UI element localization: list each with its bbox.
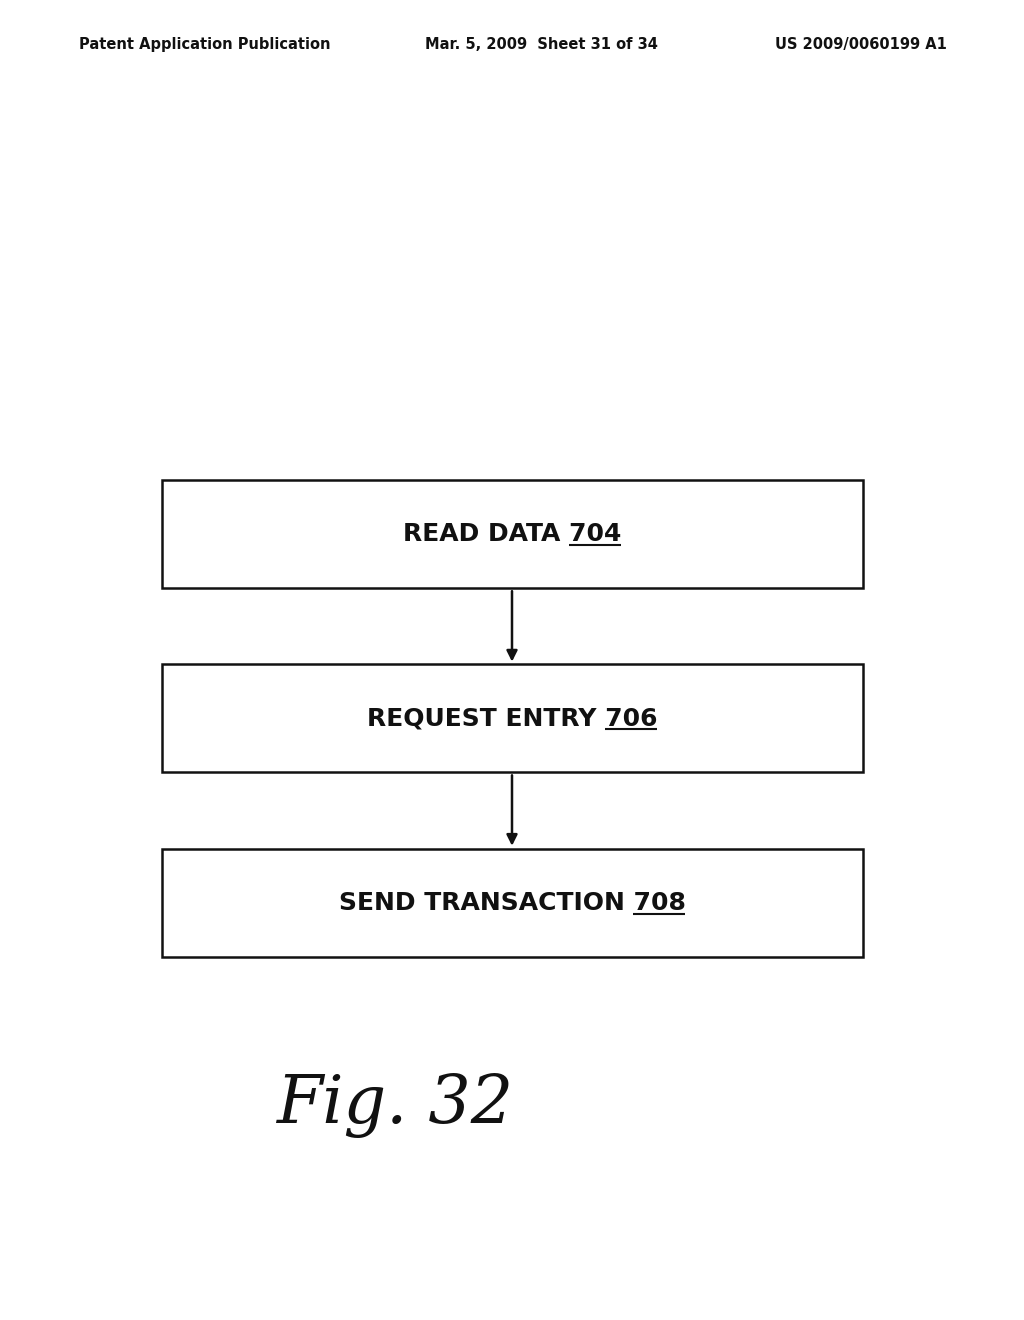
- Text: REQUEST ENTRY 706: REQUEST ENTRY 706: [367, 706, 657, 730]
- Text: Patent Application Publication: Patent Application Publication: [79, 37, 331, 51]
- Bar: [162, 480, 863, 589]
- Bar: [162, 849, 863, 957]
- Text: Fig. 32: Fig. 32: [275, 1073, 513, 1138]
- Text: READ DATA 704: READ DATA 704: [402, 523, 622, 546]
- Bar: [162, 664, 863, 772]
- Text: US 2009/0060199 A1: US 2009/0060199 A1: [775, 37, 947, 51]
- Text: SEND TRANSACTION 708: SEND TRANSACTION 708: [339, 891, 685, 915]
- Text: Mar. 5, 2009  Sheet 31 of 34: Mar. 5, 2009 Sheet 31 of 34: [425, 37, 657, 51]
